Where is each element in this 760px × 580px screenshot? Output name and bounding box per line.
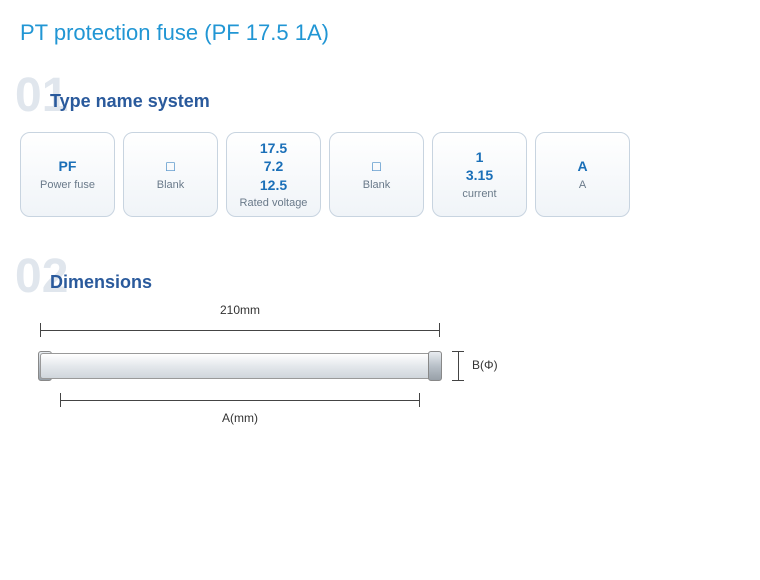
card-main: PF	[59, 157, 77, 175]
section-title-2: Dimensions	[50, 267, 740, 293]
type-card-current: 13.15 current	[432, 132, 527, 217]
section-type-name: 01 Type name system PF Power fuse □ Blan…	[20, 86, 740, 217]
card-main: □	[372, 157, 380, 175]
card-sub: Rated voltage	[240, 197, 308, 210]
dim-right-label: B(Φ)	[472, 358, 498, 372]
page-title: PT protection fuse (PF 17.5 1A)	[20, 20, 740, 46]
card-sub: Blank	[363, 179, 391, 192]
type-cards-row: PF Power fuse □ Blank 17.57.212.5 Rated …	[20, 132, 740, 217]
card-main: 13.15	[466, 148, 493, 184]
dim-bottom-line	[60, 393, 420, 407]
card-sub: current	[462, 188, 496, 201]
card-main: □	[166, 157, 174, 175]
card-sub: Blank	[157, 179, 185, 192]
card-sub: Power fuse	[40, 179, 95, 192]
section-title-1: Type name system	[50, 86, 740, 112]
dim-top-label: 210mm	[40, 303, 440, 317]
dim-top-line	[40, 323, 440, 337]
type-card-voltage: 17.57.212.5 Rated voltage	[226, 132, 321, 217]
card-main: A	[577, 157, 587, 175]
type-card-blank2: □ Blank	[329, 132, 424, 217]
type-card-a: A A	[535, 132, 630, 217]
section-dimensions: 02 Dimensions 210mm B(Φ) A(mm)	[20, 267, 740, 443]
card-main: 17.57.212.5	[260, 139, 287, 194]
type-card-pf: PF Power fuse	[20, 132, 115, 217]
dim-bottom-label: A(mm)	[60, 411, 420, 425]
fuse-body	[40, 353, 440, 379]
dimensions-diagram: 210mm B(Φ) A(mm)	[20, 313, 500, 443]
type-card-blank1: □ Blank	[123, 132, 218, 217]
card-sub: A	[579, 179, 586, 192]
fuse-cap-right	[428, 351, 442, 381]
